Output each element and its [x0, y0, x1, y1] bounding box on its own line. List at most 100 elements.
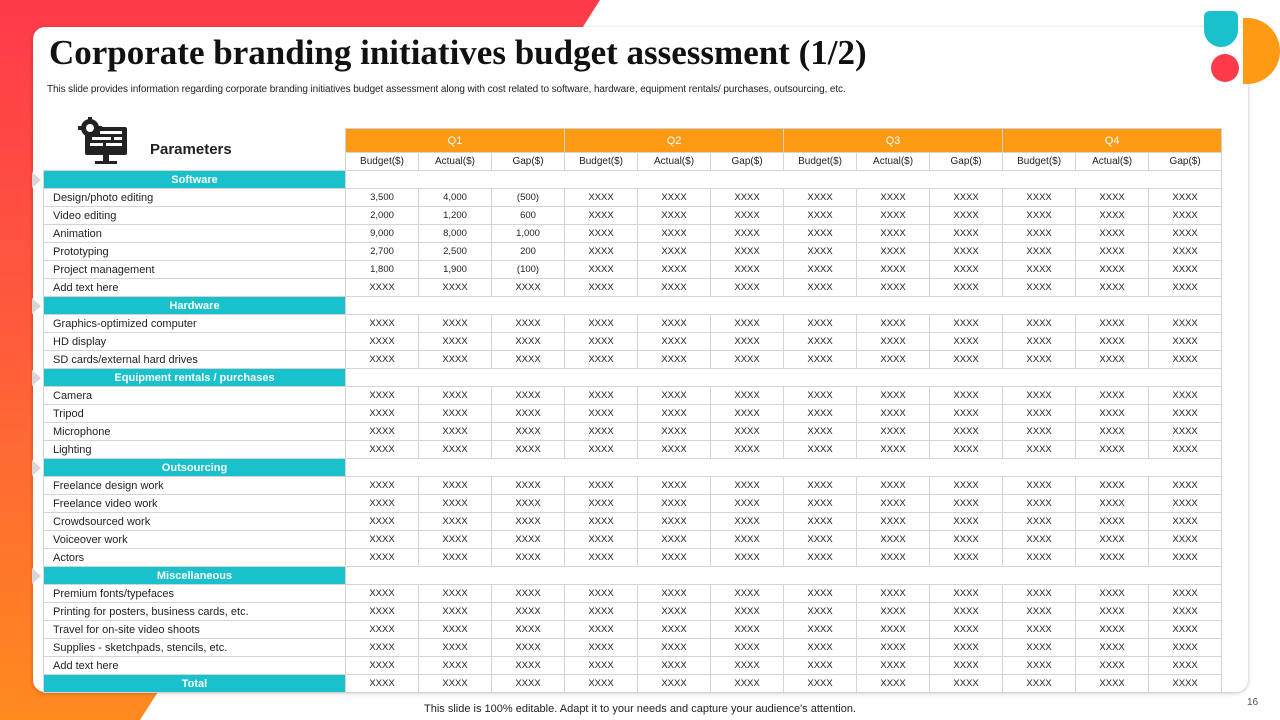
- total-value-cell: XXXX: [345, 674, 419, 693]
- value-cell: XXXX: [1148, 422, 1223, 441]
- table-row: Project management 1,800 1,900 (100) XXXX XXX…: [43, 260, 1223, 279]
- subheader-cell: Actual($): [418, 152, 492, 171]
- value-cell: XXXX: [783, 224, 858, 243]
- value-cell: XXXX: [637, 620, 712, 639]
- value-cell: XXXX: [564, 242, 639, 261]
- value-cell: XXXX: [490, 656, 566, 675]
- row-label: Premium fonts/typefaces: [43, 584, 346, 603]
- value-cell: XXXX: [929, 440, 1004, 459]
- value-cell: 2,000: [345, 206, 419, 225]
- value-cell: XXXX: [1075, 386, 1150, 405]
- value-cell: XXXX: [564, 422, 639, 441]
- value-cell: XXXX: [490, 530, 566, 549]
- row-label: Actors: [43, 548, 346, 567]
- value-cell: XXXX: [418, 332, 492, 351]
- budget-table-body: Software Design/photo editing 3,500 4,000 (5…: [43, 170, 1223, 693]
- table-row: HD display XXXX XXXX XXXX XXXX XXXX XXXX XXXX XX…: [43, 332, 1223, 351]
- row-label: Project management: [43, 260, 346, 279]
- value-cell: XXXX: [1002, 440, 1077, 459]
- value-cell: XXXX: [1002, 494, 1077, 513]
- value-cell: XXXX: [1002, 584, 1077, 603]
- value-cell: XXXX: [345, 422, 419, 441]
- section-header-row: Miscellaneous: [43, 566, 1223, 585]
- value-cell: XXXX: [1148, 188, 1223, 207]
- value-cell: XXXX: [490, 404, 566, 423]
- value-cell: XXXX: [418, 476, 492, 495]
- value-cell: 600: [490, 206, 566, 225]
- row-label: Graphics-optimized computer: [43, 314, 346, 333]
- parameters-label: Parameters: [150, 141, 232, 158]
- value-cell: 2,700: [345, 242, 419, 261]
- value-cell: XXXX: [929, 656, 1004, 675]
- value-cell: XXXX: [637, 188, 712, 207]
- value-cell: XXXX: [1002, 638, 1077, 657]
- value-cell: XXXX: [637, 242, 712, 261]
- section-marker-triangle: [32, 567, 41, 584]
- value-cell: XXXX: [490, 278, 566, 297]
- value-cell: XXXX: [490, 440, 566, 459]
- value-cell: XXXX: [1148, 260, 1223, 279]
- value-cell: XXXX: [637, 404, 712, 423]
- value-cell: XXXX: [1075, 188, 1150, 207]
- value-cell: XXXX: [1075, 602, 1150, 621]
- value-cell: XXXX: [564, 584, 639, 603]
- value-cell: XXXX: [637, 278, 712, 297]
- total-value-cell: XXXX: [1148, 674, 1223, 693]
- value-cell: XXXX: [1075, 422, 1150, 441]
- total-value-cell: XXXX: [856, 674, 931, 693]
- value-cell: XXXX: [1002, 548, 1077, 567]
- value-cell: XXXX: [710, 350, 785, 369]
- row-label: Add text here: [43, 656, 346, 675]
- value-cell: XXXX: [637, 440, 712, 459]
- value-cell: XXXX: [564, 404, 639, 423]
- value-cell: XXXX: [345, 638, 419, 657]
- value-cell: XXXX: [856, 278, 931, 297]
- value-cell: XXXX: [929, 422, 1004, 441]
- value-cell: XXXX: [345, 440, 419, 459]
- value-cell: XXXX: [710, 332, 785, 351]
- value-cell: XXXX: [929, 242, 1004, 261]
- value-cell: XXXX: [418, 620, 492, 639]
- value-cell: XXXX: [856, 584, 931, 603]
- value-cell: XXXX: [1075, 332, 1150, 351]
- table-row: Actors XXXX XXXX XXXX XXXX XXXX XXXX XXXX XXXX XX…: [43, 548, 1223, 567]
- subheader-cell: Gap($): [1148, 152, 1223, 171]
- row-label: Tripod: [43, 404, 346, 423]
- value-cell: XXXX: [564, 332, 639, 351]
- value-cell: XXXX: [1075, 530, 1150, 549]
- value-cell: XXXX: [929, 224, 1004, 243]
- row-label: Voiceover work: [43, 530, 346, 549]
- value-cell: XXXX: [856, 602, 931, 621]
- table-row: Printing for posters, business cards, et…: [43, 602, 1223, 621]
- value-cell: XXXX: [783, 260, 858, 279]
- value-cell: XXXX: [783, 332, 858, 351]
- value-cell: XXXX: [637, 530, 712, 549]
- value-cell: XXXX: [564, 530, 639, 549]
- value-cell: XXXX: [710, 638, 785, 657]
- value-cell: XXXX: [490, 314, 566, 333]
- value-cell: XXXX: [1002, 512, 1077, 531]
- value-cell: XXXX: [1075, 278, 1150, 297]
- value-cell: XXXX: [783, 242, 858, 261]
- total-value-cell: XXXX: [783, 674, 858, 693]
- value-cell: 1,900: [418, 260, 492, 279]
- quarter-header: Q4: [1002, 128, 1223, 153]
- value-cell: XXXX: [637, 602, 712, 621]
- value-cell: XXXX: [783, 620, 858, 639]
- table-row: SD cards/external hard drives XXXX XXXX XXX…: [43, 350, 1223, 369]
- value-cell: XXXX: [490, 584, 566, 603]
- subheader-cell: Budget($): [345, 152, 419, 171]
- value-cell: XXXX: [490, 332, 566, 351]
- value-cell: XXXX: [345, 602, 419, 621]
- footer-note: This slide is 100% editable. Adapt it to…: [424, 703, 856, 715]
- value-cell: XXXX: [856, 386, 931, 405]
- subheader-cell: Budget($): [1002, 152, 1077, 171]
- value-cell: XXXX: [490, 602, 566, 621]
- value-cell: XXXX: [856, 188, 931, 207]
- value-cell: (500): [490, 188, 566, 207]
- value-cell: XXXX: [929, 332, 1004, 351]
- value-cell: XXXX: [637, 638, 712, 657]
- value-cell: XXXX: [710, 548, 785, 567]
- value-cell: XXXX: [345, 350, 419, 369]
- value-cell: XXXX: [1002, 404, 1077, 423]
